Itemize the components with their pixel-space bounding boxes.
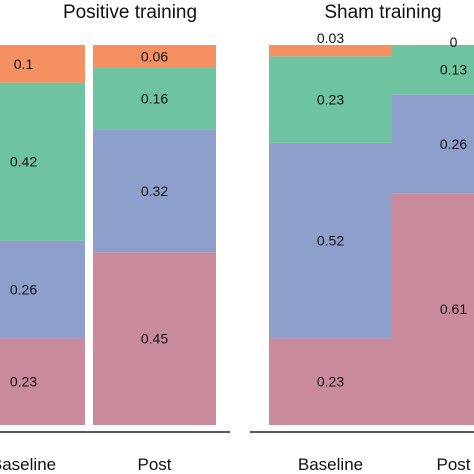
segment-value-label: 0.52 bbox=[317, 233, 344, 249]
panel-title: Positive training bbox=[63, 2, 197, 23]
segment-value-label: 0.03 bbox=[317, 30, 344, 46]
x-tick-label: Post bbox=[137, 455, 171, 474]
bar-segment bbox=[269, 56, 392, 143]
segment-value-label: 0.61 bbox=[440, 301, 467, 317]
bar-segment bbox=[93, 129, 216, 253]
bar-segment bbox=[93, 45, 216, 69]
bar-segment bbox=[392, 193, 474, 425]
segment-value-label: 0.26 bbox=[440, 136, 467, 152]
segment-value-label: 0.26 bbox=[10, 282, 37, 298]
x-tick-label: Baseline bbox=[298, 455, 363, 474]
bar-segment bbox=[0, 45, 85, 83]
segment-value-label: 0.23 bbox=[317, 374, 344, 390]
segment-value-label: 0.23 bbox=[317, 92, 344, 108]
x-tick-label: Post bbox=[436, 455, 470, 474]
segment-value-label: 0 bbox=[450, 34, 458, 50]
segment-value-label: 0.13 bbox=[440, 62, 467, 78]
bar-segment bbox=[269, 142, 392, 339]
segment-value-label: 0.32 bbox=[141, 183, 168, 199]
segment-value-label: 0.45 bbox=[141, 331, 168, 347]
bar-segment bbox=[93, 252, 216, 425]
bar-segment bbox=[0, 240, 85, 339]
bar-segment bbox=[392, 45, 474, 95]
segment-value-label: 0.06 bbox=[141, 49, 168, 65]
bar-segment bbox=[93, 68, 216, 130]
bar-segment bbox=[0, 82, 85, 241]
segment-value-label: 0.42 bbox=[10, 154, 37, 170]
segment-value-label: 0.23 bbox=[10, 374, 37, 390]
segment-value-label: 0.16 bbox=[141, 91, 168, 107]
bar-segment bbox=[269, 338, 392, 425]
bar-segment bbox=[0, 338, 85, 425]
x-tick-label: Baseline bbox=[0, 455, 56, 474]
panel-title: Sham training bbox=[324, 2, 441, 23]
segment-value-label: 0.1 bbox=[14, 56, 34, 72]
bar-segment bbox=[392, 94, 474, 194]
bar-segment bbox=[269, 45, 392, 57]
